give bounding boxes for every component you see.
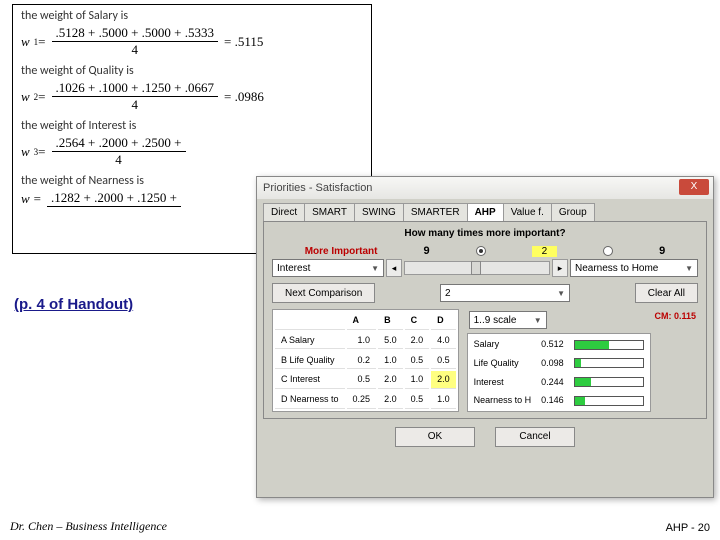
table-row: Salary0.512: [470, 336, 648, 353]
tab-smarter[interactable]: SMARTER: [403, 203, 468, 221]
left-criterion-combo[interactable]: Interest ▼: [272, 259, 384, 277]
question-label: How many times more important?: [272, 228, 698, 239]
formula-eq: w1 = .5128 + .5000 + .5000 + .53334 = .5…: [21, 25, 363, 58]
tab-direct[interactable]: Direct: [263, 203, 305, 221]
dialog-title: Priorities - Satisfaction: [263, 182, 372, 194]
pairwise-matrix: ABCDA Salary1.05.02.04.0B Life Quality0.…: [272, 309, 459, 412]
more-important-label: More Important: [305, 246, 378, 257]
handout-ref: (p. 4 of Handout): [14, 296, 133, 313]
footer-author: Dr. Chen – Business Intelligence: [10, 519, 167, 534]
formula-label: the weight of Interest is: [21, 119, 363, 133]
table-row: A Salary1.05.02.04.0: [275, 332, 456, 350]
slider-right-button[interactable]: ▸: [552, 259, 568, 277]
importance-radio-row: More Important 9 2 9: [272, 243, 698, 259]
slider-thumb[interactable]: [471, 261, 481, 275]
cm-label: CM: 0.115: [654, 311, 696, 329]
titlebar[interactable]: Priorities - Satisfaction X: [257, 177, 713, 199]
compare-row: Interest ▼ ◂ ▸ Nearness to Home ▼: [272, 259, 698, 277]
footer-page: AHP - 20: [666, 522, 710, 534]
mid-combo[interactable]: 2 ▼: [440, 284, 570, 302]
table-row: Nearness to H0.146: [470, 392, 648, 409]
scale-combo[interactable]: 1..9 scale ▼: [469, 311, 547, 329]
chevron-down-icon: ▼: [534, 316, 542, 325]
right-criterion-combo[interactable]: Nearness to Home ▼: [570, 259, 698, 277]
ratio-value: 2: [532, 246, 558, 257]
radio-right[interactable]: [603, 246, 613, 256]
tab-smart[interactable]: SMART: [304, 203, 355, 221]
nine-left: 9: [423, 245, 429, 257]
chevron-down-icon: ▼: [557, 289, 565, 298]
ahp-panel: How many times more important? More Impo…: [263, 221, 707, 419]
clear-all-button[interactable]: Clear All: [635, 283, 698, 303]
chevron-down-icon: ▼: [685, 264, 693, 273]
table-row: Life Quality0.098: [470, 355, 648, 372]
scale-label: 1..9 scale: [474, 315, 517, 326]
mid-combo-label: 2: [445, 288, 451, 299]
slider-left-button[interactable]: ◂: [386, 259, 402, 277]
formula-label: the weight of Quality is: [21, 64, 363, 78]
tab-ahp[interactable]: AHP: [467, 203, 504, 221]
formula-label: the weight of Salary is: [21, 9, 363, 23]
tabstrip: DirectSMARTSWINGSMARTERAHPValue f.Group: [257, 199, 713, 221]
cancel-button[interactable]: Cancel: [495, 427, 575, 447]
tab-valuef[interactable]: Value f.: [503, 203, 552, 221]
priorities-table: Salary0.512 Life Quality0.098Interest0.24…: [467, 333, 651, 412]
close-icon[interactable]: X: [679, 179, 709, 195]
chevron-down-icon: ▼: [371, 264, 379, 273]
table-row: D Nearness to0.252.00.51.0: [275, 391, 456, 409]
radio-left[interactable]: [476, 246, 486, 256]
priorities-dialog: Priorities - Satisfaction X DirectSMARTS…: [256, 176, 714, 498]
formula-eq: w2 = .1026 + .1000 + .1250 + .06674 = .0…: [21, 80, 363, 113]
tab-swing[interactable]: SWING: [354, 203, 404, 221]
formula-eq: w3 = .2564 + .2000 + .2500 +4: [21, 135, 363, 168]
right-criterion-label: Nearness to Home: [575, 263, 658, 274]
importance-slider[interactable]: [404, 261, 550, 275]
table-row: C Interest0.52.01.02.0: [275, 371, 456, 389]
ok-button[interactable]: OK: [395, 427, 475, 447]
tab-group[interactable]: Group: [551, 203, 595, 221]
table-row: Interest0.244: [470, 373, 648, 390]
left-criterion-label: Interest: [277, 263, 310, 274]
table-row: B Life Quality0.21.00.50.5: [275, 351, 456, 369]
next-comparison-button[interactable]: Next Comparison: [272, 283, 375, 303]
nine-right: 9: [659, 245, 665, 257]
